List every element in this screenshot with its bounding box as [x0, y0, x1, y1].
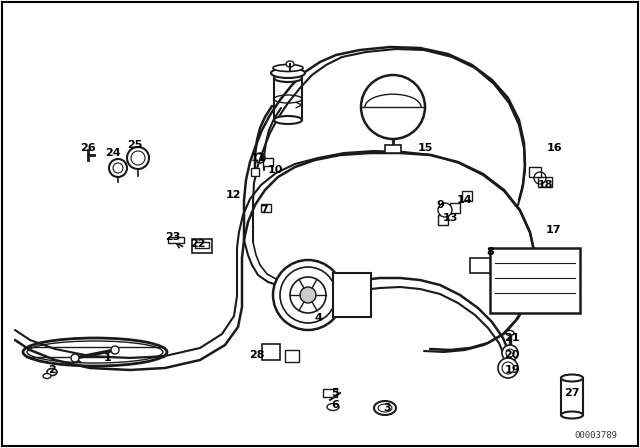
Circle shape [498, 358, 518, 378]
Ellipse shape [506, 331, 514, 336]
Ellipse shape [374, 401, 396, 415]
Text: 3: 3 [383, 403, 391, 413]
Bar [385, 145, 401, 153]
Text: 18: 18 [537, 180, 553, 190]
Text: 20: 20 [504, 350, 520, 360]
Text: 4: 4 [314, 313, 322, 323]
Ellipse shape [274, 116, 302, 124]
Ellipse shape [273, 65, 303, 72]
Bar [333, 273, 371, 317]
Bar [323, 389, 337, 397]
Text: 22: 22 [190, 239, 205, 249]
Text: 27: 27 [564, 388, 580, 398]
Ellipse shape [274, 74, 302, 82]
Text: 23: 23 [165, 232, 180, 242]
Ellipse shape [271, 68, 305, 78]
Circle shape [273, 260, 343, 330]
Circle shape [109, 159, 127, 177]
Circle shape [361, 75, 425, 139]
Text: 1: 1 [104, 353, 112, 363]
Bar [285, 350, 299, 362]
Bar [490, 248, 580, 313]
Bar [262, 344, 280, 360]
Text: 7: 7 [260, 205, 268, 215]
Circle shape [127, 147, 149, 169]
Bar [450, 203, 460, 213]
Bar [462, 191, 472, 201]
Text: 14: 14 [457, 195, 473, 205]
Bar [168, 237, 184, 243]
Bar [538, 177, 552, 187]
Text: 10: 10 [268, 165, 283, 175]
Text: 15: 15 [417, 143, 433, 153]
Bar [192, 239, 212, 253]
Text: 00003789: 00003789 [575, 431, 618, 440]
Text: 17: 17 [545, 225, 561, 235]
Text: 16: 16 [547, 143, 563, 153]
Circle shape [111, 346, 119, 354]
Text: 24: 24 [105, 148, 121, 158]
Text: 9: 9 [436, 200, 444, 210]
Text: 19: 19 [504, 365, 520, 375]
Bar [263, 158, 273, 166]
Ellipse shape [286, 61, 294, 67]
Text: 25: 25 [127, 140, 143, 150]
Circle shape [502, 345, 518, 361]
Circle shape [71, 354, 79, 362]
Bar [438, 215, 448, 225]
Bar [470, 258, 490, 273]
Text: 26: 26 [80, 143, 96, 153]
Bar [261, 204, 271, 212]
Text: 11: 11 [250, 153, 266, 163]
Text: 8: 8 [486, 247, 494, 257]
Ellipse shape [47, 369, 57, 375]
Circle shape [438, 203, 452, 217]
Text: 21: 21 [504, 333, 520, 343]
Circle shape [300, 287, 316, 303]
Text: 2: 2 [48, 365, 56, 375]
Text: 13: 13 [442, 213, 458, 223]
Bar [251, 168, 259, 176]
Text: 28: 28 [249, 350, 265, 360]
Ellipse shape [561, 375, 583, 382]
Ellipse shape [561, 412, 583, 418]
Text: 5: 5 [331, 388, 339, 398]
Text: 6: 6 [331, 400, 339, 410]
Ellipse shape [43, 374, 51, 379]
Text: 12: 12 [225, 190, 241, 200]
Bar [529, 167, 541, 177]
Ellipse shape [327, 404, 339, 410]
Bar [195, 242, 209, 248]
